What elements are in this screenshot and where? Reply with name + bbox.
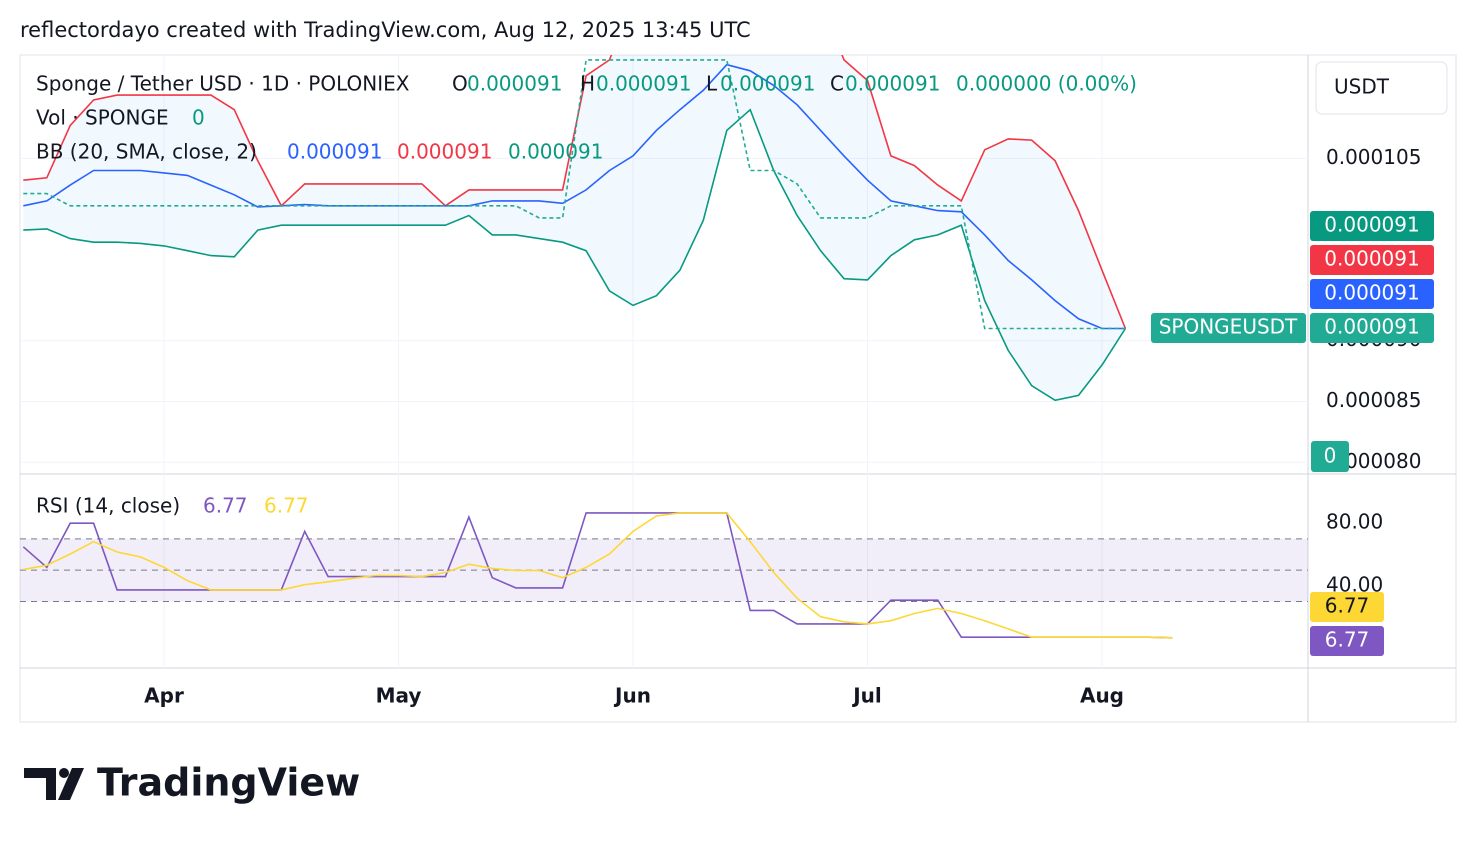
- x-tick-label: Apr: [144, 684, 184, 708]
- badges: 0.000091 0.000091 0.000091 0.000091 SPON…: [1151, 211, 1434, 656]
- badge: [1310, 626, 1384, 656]
- bb-fill: [23, 55, 1126, 401]
- logo-mark: [58, 768, 84, 800]
- series-line: [23, 512, 1173, 639]
- ohlc-label: O: [452, 72, 468, 96]
- y-tick-label: 0.000105: [1326, 145, 1421, 169]
- badge-text: 6.77: [1325, 594, 1370, 618]
- rsi-ma-value: 6.77: [264, 494, 309, 518]
- badge-text: 0.000091: [1324, 281, 1419, 305]
- bb-lower: 0.000091: [508, 140, 603, 164]
- rsi-pane: [20, 512, 1308, 639]
- badge-text: 0.000091: [1324, 315, 1419, 339]
- bb-upper: 0.000091: [397, 140, 492, 164]
- bb-title: BB (20, SMA, close, 2): [36, 140, 257, 164]
- y-tick-label: 0.000085: [1326, 388, 1421, 412]
- badge: [1310, 245, 1434, 275]
- logo-text: TradingView: [97, 761, 360, 805]
- badge: [1310, 279, 1434, 309]
- currency[interactable]: USDT: [1334, 75, 1390, 99]
- badge-text: SPONGEUSDT: [1159, 315, 1298, 339]
- logo-mark: [59, 768, 69, 778]
- ohlc-label: L: [706, 72, 718, 96]
- logo-mark: [24, 768, 56, 800]
- volume-title: Vol · SPONGE: [36, 106, 169, 130]
- ohlc-value: 0.000091: [845, 72, 940, 96]
- x-tick-label: May: [376, 684, 422, 708]
- x-tick-label: Jun: [613, 684, 651, 708]
- price-pane: [23, 55, 1127, 402]
- badge: [1310, 211, 1434, 241]
- badge: [1311, 441, 1349, 472]
- badge-text: 6.77: [1325, 628, 1370, 652]
- badge: [1310, 592, 1384, 622]
- currency-button[interactable]: [1315, 61, 1448, 115]
- badge-text: 0: [1324, 444, 1337, 468]
- change: 0.000000 (0.00%): [956, 72, 1137, 96]
- series-line: [23, 55, 1127, 329]
- badge-text: 0.000091: [1324, 213, 1419, 237]
- symbol-badge: [1151, 313, 1306, 343]
- y-tick-label: 80.00: [1326, 510, 1383, 534]
- x-tick-label: Jul: [851, 684, 882, 708]
- bb-basis: 0.000091: [287, 140, 382, 164]
- logo: TradingView: [24, 761, 360, 805]
- ohlc-value: 0.000091: [720, 72, 815, 96]
- x-tick-label: Aug: [1080, 684, 1124, 708]
- attribution: reflectordayo created with TradingView.c…: [20, 18, 751, 42]
- rsi-title: RSI (14, close): [36, 494, 180, 518]
- series-line: [23, 108, 1127, 402]
- badge: [1310, 313, 1434, 343]
- series-line: [23, 63, 1126, 330]
- rsi-value: 6.77: [203, 494, 248, 518]
- series-line: [23, 59, 1126, 330]
- ohlc-value: 0.000091: [596, 72, 691, 96]
- grid: [20, 55, 1308, 668]
- ohlc-label: C: [830, 72, 844, 96]
- symbol: Sponge / Tether USD · 1D · POLONIEX: [36, 72, 410, 96]
- ohlc-value: 0.000091: [467, 72, 562, 96]
- frame: [19, 54, 1457, 723]
- volume-value: 0: [192, 106, 205, 130]
- ohlc-label: H: [580, 72, 595, 96]
- badge-text: 0.000091: [1324, 247, 1419, 271]
